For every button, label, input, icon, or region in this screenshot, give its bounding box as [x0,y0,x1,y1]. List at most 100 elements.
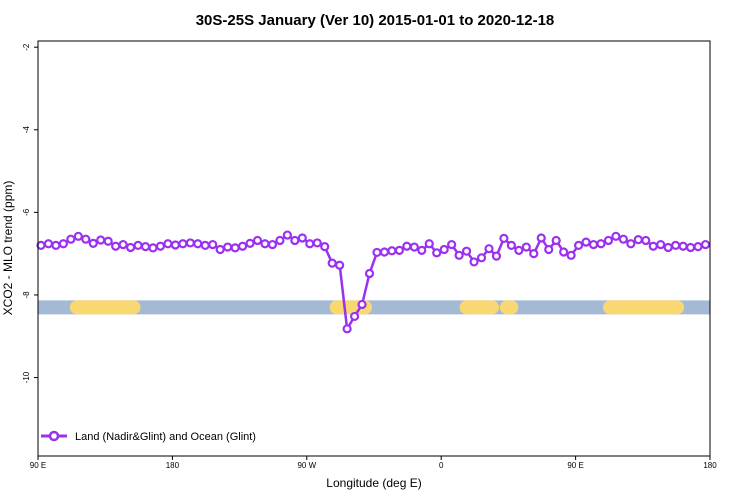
data-point [394,245,404,255]
data-point [178,239,188,249]
data-point [454,250,464,260]
data-point [125,242,136,253]
data-point [573,240,584,251]
data-point [133,240,143,251]
data-point [402,241,412,251]
data-point [163,239,173,249]
data-point [372,247,382,258]
data-point [223,242,233,252]
legend-marker-swatch [48,430,60,442]
data-point [215,244,225,255]
data-point [357,299,367,310]
chart-title: 30S-25S January (Ver 10) 2015-01-01 to 2… [196,12,555,29]
data-point [327,258,337,268]
data-point [364,268,375,279]
data-point [43,239,54,249]
data-point [237,241,248,251]
data-point [409,242,419,252]
data-point [320,242,330,252]
data-point [275,235,285,246]
data-point [51,240,61,251]
data-point [58,239,68,249]
data-point [208,239,218,250]
data-point [282,230,292,240]
data-point [73,231,83,241]
data-point [148,243,158,253]
data-point [566,250,576,260]
data-point [312,238,322,248]
data-point [484,244,494,254]
data-point [193,239,203,249]
data-point [678,241,688,251]
x-axis-label: Longitude (deg E) [326,476,421,490]
data-point [118,239,128,250]
data-point [170,240,180,250]
data-point [618,234,628,244]
data-point [656,239,666,250]
data-point [260,239,270,249]
legend-label: Land (Nadir&Glint) and Ocean (Glint) [75,431,256,443]
data-point [111,241,121,251]
data-point [290,235,300,246]
data-point [439,244,449,255]
data-point [230,243,240,253]
x-tick-label: 90 E [30,461,46,470]
data-point [305,239,315,249]
data-point [626,239,636,249]
data-point [88,238,98,248]
data-point [521,242,531,252]
data-point [581,237,591,247]
y-tick-label: -4 [22,126,31,134]
data-point [447,239,457,250]
data-point [424,239,434,249]
x-tick-label: 90 E [567,461,583,470]
data-point [155,241,166,251]
y-axis: -2 -4 -6 -8 -10 [22,43,38,383]
data-point [529,249,539,259]
plot-frame [37,40,711,457]
data-point [81,234,91,244]
data-point [506,240,516,251]
data-point [663,242,673,253]
series-layer [36,230,711,334]
y-tick-label: -6 [22,208,31,216]
legend: Land (Nadir&Glint) and Ocean (Glint) [41,430,256,443]
data-point [185,238,195,248]
data-point [551,235,561,246]
y-tick-label: -10 [22,371,31,383]
data-point [693,242,703,252]
y-axis-label: XCO2 - MLO trend (ppm) [1,181,15,316]
data-point [559,247,569,257]
data-point [491,251,502,261]
data-point [536,233,546,243]
y-tick-label: -8 [22,291,31,299]
data-point [700,239,711,250]
data-point [267,239,278,250]
data-point [379,247,390,257]
data-point [66,234,76,244]
x-tick-label: 180 [703,461,717,470]
data-point [342,324,352,334]
data-point [514,245,524,255]
x-tick-label: 180 [166,461,180,470]
data-point [297,233,307,243]
data-point [633,235,643,245]
data-point [671,240,681,251]
data-point [648,241,658,251]
data-point [103,236,113,246]
data-point [461,246,472,256]
x-tick-label: 90 W [297,461,316,470]
data-point [252,235,263,246]
data-point [476,253,487,263]
data-point [36,240,46,251]
x-axis: 90 E 180 90 W 0 90 E 180 [30,456,717,470]
data-point [200,240,210,251]
data-point [588,239,599,250]
data-point [140,242,151,252]
data-point [596,239,606,249]
data-point [96,235,106,245]
data-point [349,311,360,322]
data-point [245,238,255,248]
data-point [685,242,696,253]
